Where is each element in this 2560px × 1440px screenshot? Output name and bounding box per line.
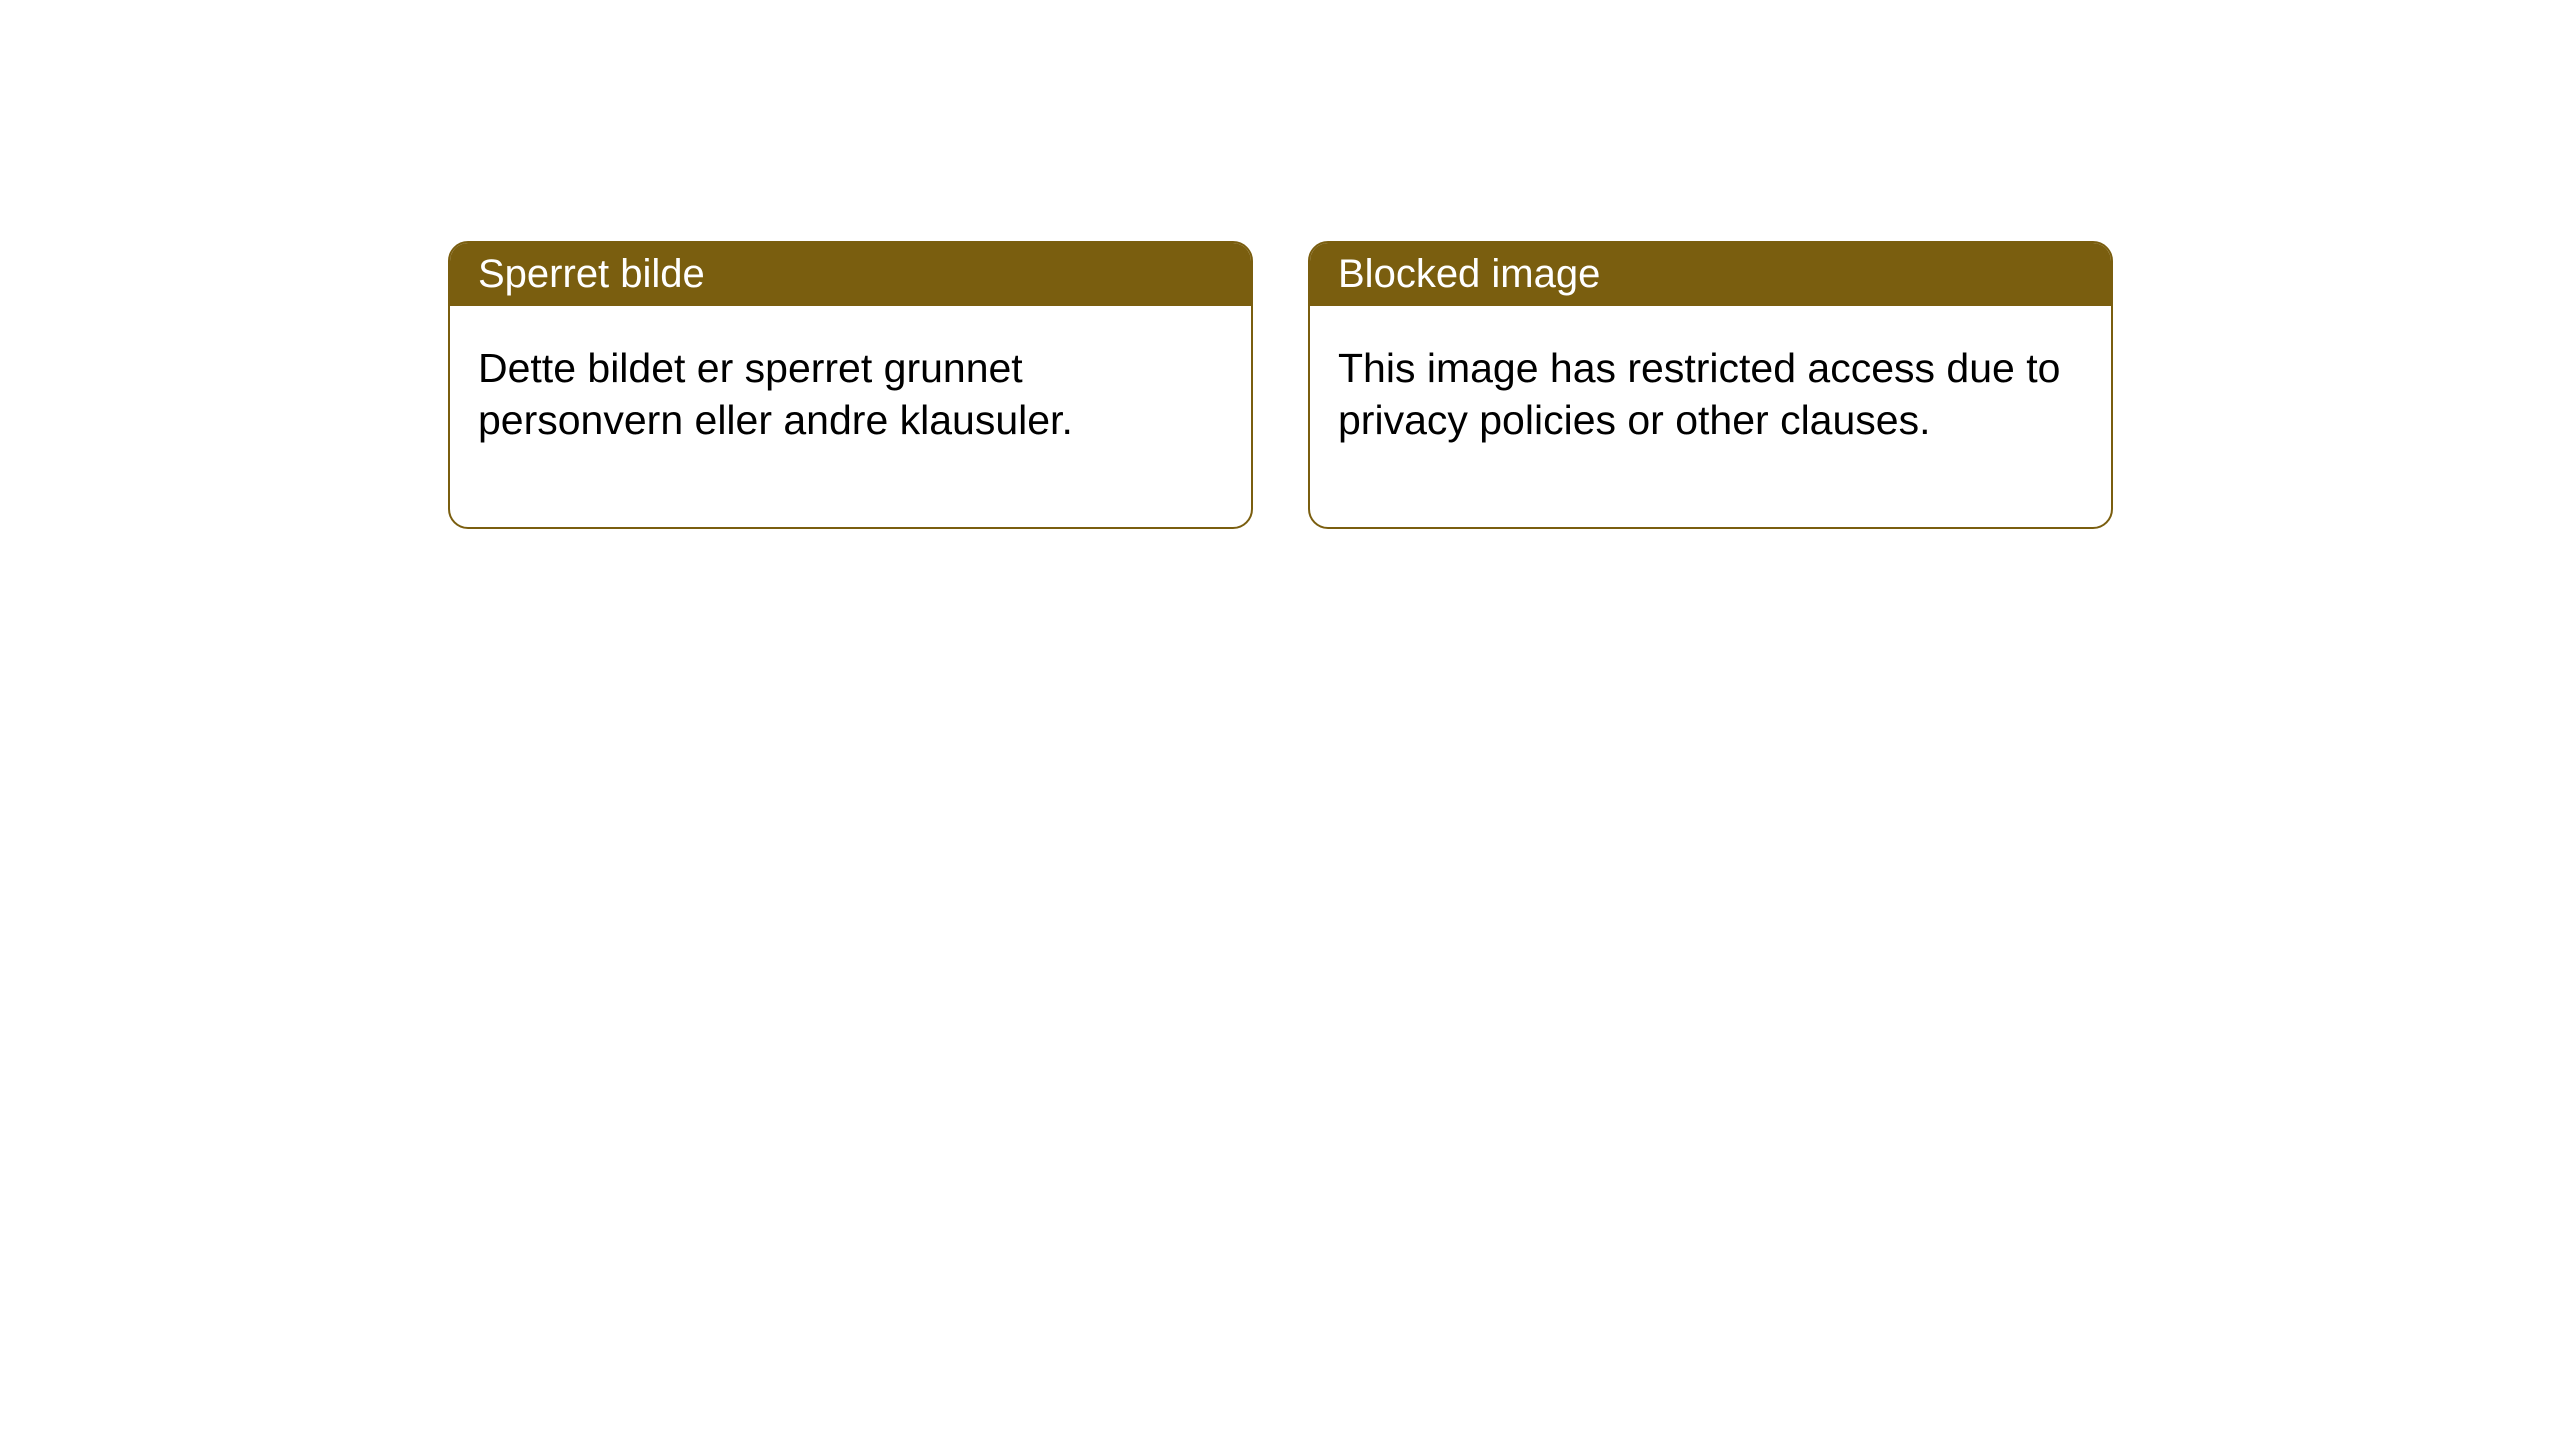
cards-container: Sperret bilde Dette bildet er sperret gr… [0, 0, 2560, 529]
card-header: Sperret bilde [450, 243, 1251, 306]
card-body: Dette bildet er sperret grunnet personve… [450, 306, 1251, 527]
card-body: This image has restricted access due to … [1310, 306, 2111, 527]
card-header: Blocked image [1310, 243, 2111, 306]
card-header-text: Sperret bilde [478, 252, 705, 296]
card-body-text: Dette bildet er sperret grunnet personve… [478, 345, 1073, 443]
card-body-text: This image has restricted access due to … [1338, 345, 2060, 443]
blocked-image-card-english: Blocked image This image has restricted … [1308, 241, 2113, 529]
card-header-text: Blocked image [1338, 252, 1600, 296]
blocked-image-card-norwegian: Sperret bilde Dette bildet er sperret gr… [448, 241, 1253, 529]
